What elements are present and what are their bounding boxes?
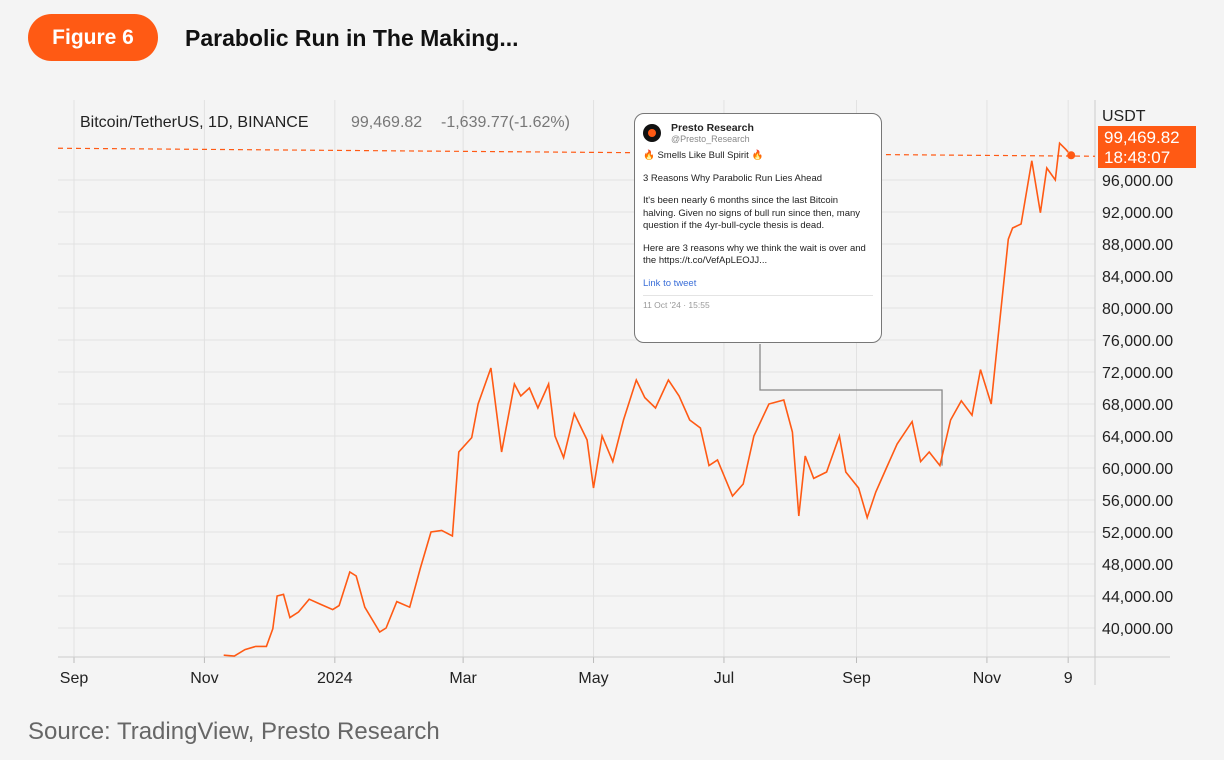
y-tick-label: 48,000.00 (1102, 557, 1173, 574)
annotation-connector (759, 344, 943, 466)
x-tick-label: Nov (190, 670, 218, 687)
x-tick-label: 9 (1064, 670, 1073, 687)
y-tick-label: 80,000.00 (1102, 301, 1173, 318)
tweet-line: 🔥 Smells Like Bull Spirit 🔥 (643, 150, 764, 161)
x-tick-label: Jul (714, 670, 734, 687)
symbol-label: Bitcoin/TetherUS, 1D, BINANCE (80, 114, 309, 131)
price-tag-value: 99,469.82 (1104, 128, 1180, 147)
last-price-dot (1067, 151, 1076, 160)
source-note: Source: TradingView, Presto Research (28, 718, 440, 745)
tweet-handle: @Presto_Research (671, 134, 750, 144)
y-tick-label: 68,000.00 (1102, 397, 1173, 414)
y-tick-label: 72,000.00 (1102, 365, 1173, 382)
presto-logo-icon (643, 124, 661, 142)
tweet-line: 3 Reasons Why Parabolic Run Lies Ahead (643, 172, 823, 184)
x-tick-label: Mar (449, 670, 477, 687)
y-tick-label: 52,000.00 (1102, 525, 1173, 542)
x-tick-label: 2024 (317, 670, 353, 687)
tweet-date: 11 Oct '24 · 15:55 (643, 294, 873, 310)
y-tick-label: 96,000.00 (1102, 173, 1173, 190)
y-tick-label: 92,000.00 (1102, 205, 1173, 222)
link-to-tweet[interactable]: Link to tweet (643, 277, 697, 289)
last-price-label: 99,469.82 (351, 114, 422, 131)
price-tag-time: 18:48:07 (1104, 148, 1170, 167)
y-tick-label: 60,000.00 (1102, 461, 1173, 478)
y-tick-label: 40,000.00 (1102, 621, 1173, 638)
tweet-line: Here are 3 reasons why we think the wait… (643, 242, 866, 267)
x-tick-label: Nov (973, 670, 1001, 687)
y-tick-label: 76,000.00 (1102, 333, 1173, 350)
price-tag (1098, 126, 1196, 168)
tweet-card: Presto Research @Presto_Research 🔥 Smell… (634, 113, 882, 343)
x-tick-label: May (578, 670, 608, 687)
tweet-line: It's been nearly 6 months since the last… (643, 195, 861, 231)
y-tick-label: 88,000.00 (1102, 237, 1173, 254)
y-tick-label: 56,000.00 (1102, 493, 1173, 510)
y-tick-label: 64,000.00 (1102, 429, 1173, 446)
current-price-line (57, 147, 1096, 157)
price-line (223, 141, 1069, 657)
y-tick-label: 44,000.00 (1102, 589, 1173, 606)
currency-label: USDT (1102, 108, 1146, 125)
figure-title: Parabolic Run in The Making... (185, 25, 519, 51)
figure-badge: Figure 6 (28, 14, 158, 61)
x-tick-label: Sep (842, 670, 871, 687)
x-tick-label: Sep (60, 670, 89, 687)
y-tick-label: 84,000.00 (1102, 269, 1173, 286)
tweet-author: Presto Research (671, 122, 754, 134)
change-label: -1,639.77(-1.62%) (441, 114, 570, 131)
